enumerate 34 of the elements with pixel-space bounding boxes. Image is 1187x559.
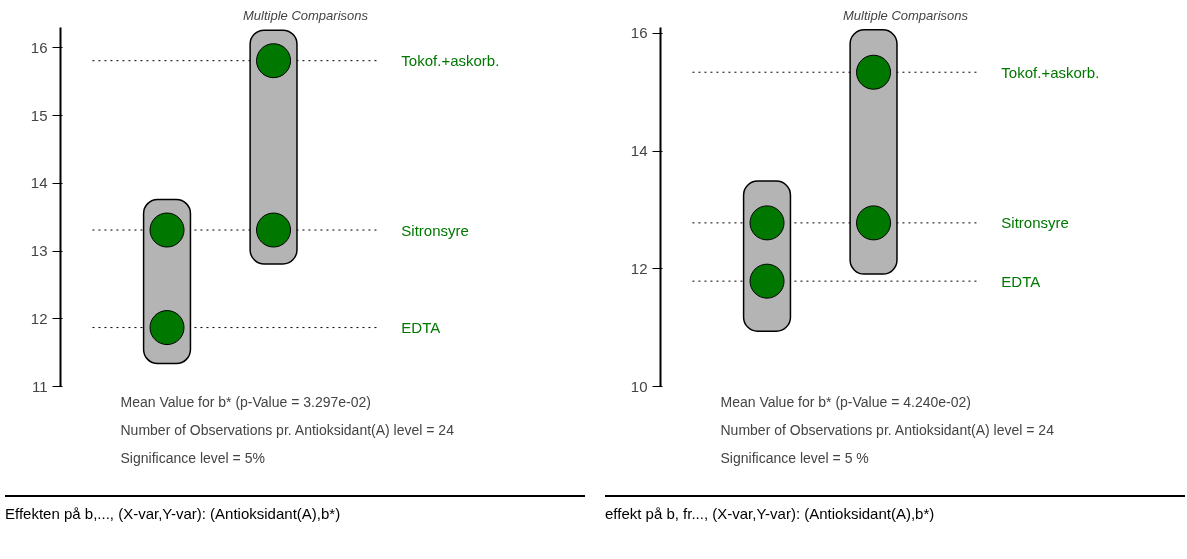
point bbox=[149, 310, 185, 346]
text: Number of Observations pr. Antioksidant(A) level = 24 bbox=[720, 421, 1055, 438]
text: Mean Value for b* (p-Value = 4.240e-02) bbox=[720, 393, 971, 410]
y-tick-label: 11 bbox=[31, 377, 48, 395]
y-tick-label: 10 bbox=[630, 377, 648, 395]
point bbox=[856, 205, 892, 241]
text: effekt på b, fr..., (X-var,Y-var): (Antioksidant(A),b*) bbox=[605, 504, 935, 524]
text: Significance level = 5% bbox=[120, 449, 265, 466]
point bbox=[856, 54, 892, 90]
point bbox=[149, 212, 185, 248]
y-tick-label: 15 bbox=[30, 106, 48, 124]
text: Mean Value for b* (p-Value = 3.297e-02) bbox=[120, 393, 371, 410]
point bbox=[749, 205, 785, 241]
ref-line-label: Sitronsyre bbox=[401, 221, 469, 239]
y-tick-label: 16 bbox=[630, 24, 648, 42]
y-tick-label: 14 bbox=[30, 174, 48, 192]
chart-title: Multiple Comparisons bbox=[843, 7, 969, 23]
ref-line-label: EDTA bbox=[401, 319, 441, 337]
ref-line-label: Tokof.+askorb. bbox=[1001, 63, 1100, 81]
y-tick-label: 12 bbox=[630, 259, 648, 277]
y-tick-label: 12 bbox=[30, 309, 48, 327]
text: Number of Observations pr. Antioksidant(A) level = 24 bbox=[120, 421, 455, 438]
y-tick-label: 14 bbox=[630, 142, 648, 160]
point bbox=[256, 212, 292, 248]
ref-line-label: EDTA bbox=[1001, 272, 1041, 290]
text: Effekten på b,..., (X-var,Y-var): (Antioksidant(A),b*) bbox=[5, 504, 341, 524]
y-tick-label: 13 bbox=[30, 242, 48, 260]
point bbox=[256, 43, 292, 79]
ref-line-label: Sitronsyre bbox=[1001, 214, 1069, 232]
point bbox=[749, 263, 785, 299]
ref-line-label: Tokof.+askorb. bbox=[401, 52, 500, 70]
chart-title: Multiple Comparisons bbox=[243, 7, 369, 23]
text: Significance level = 5 % bbox=[720, 449, 869, 466]
y-tick-label: 16 bbox=[30, 38, 48, 56]
